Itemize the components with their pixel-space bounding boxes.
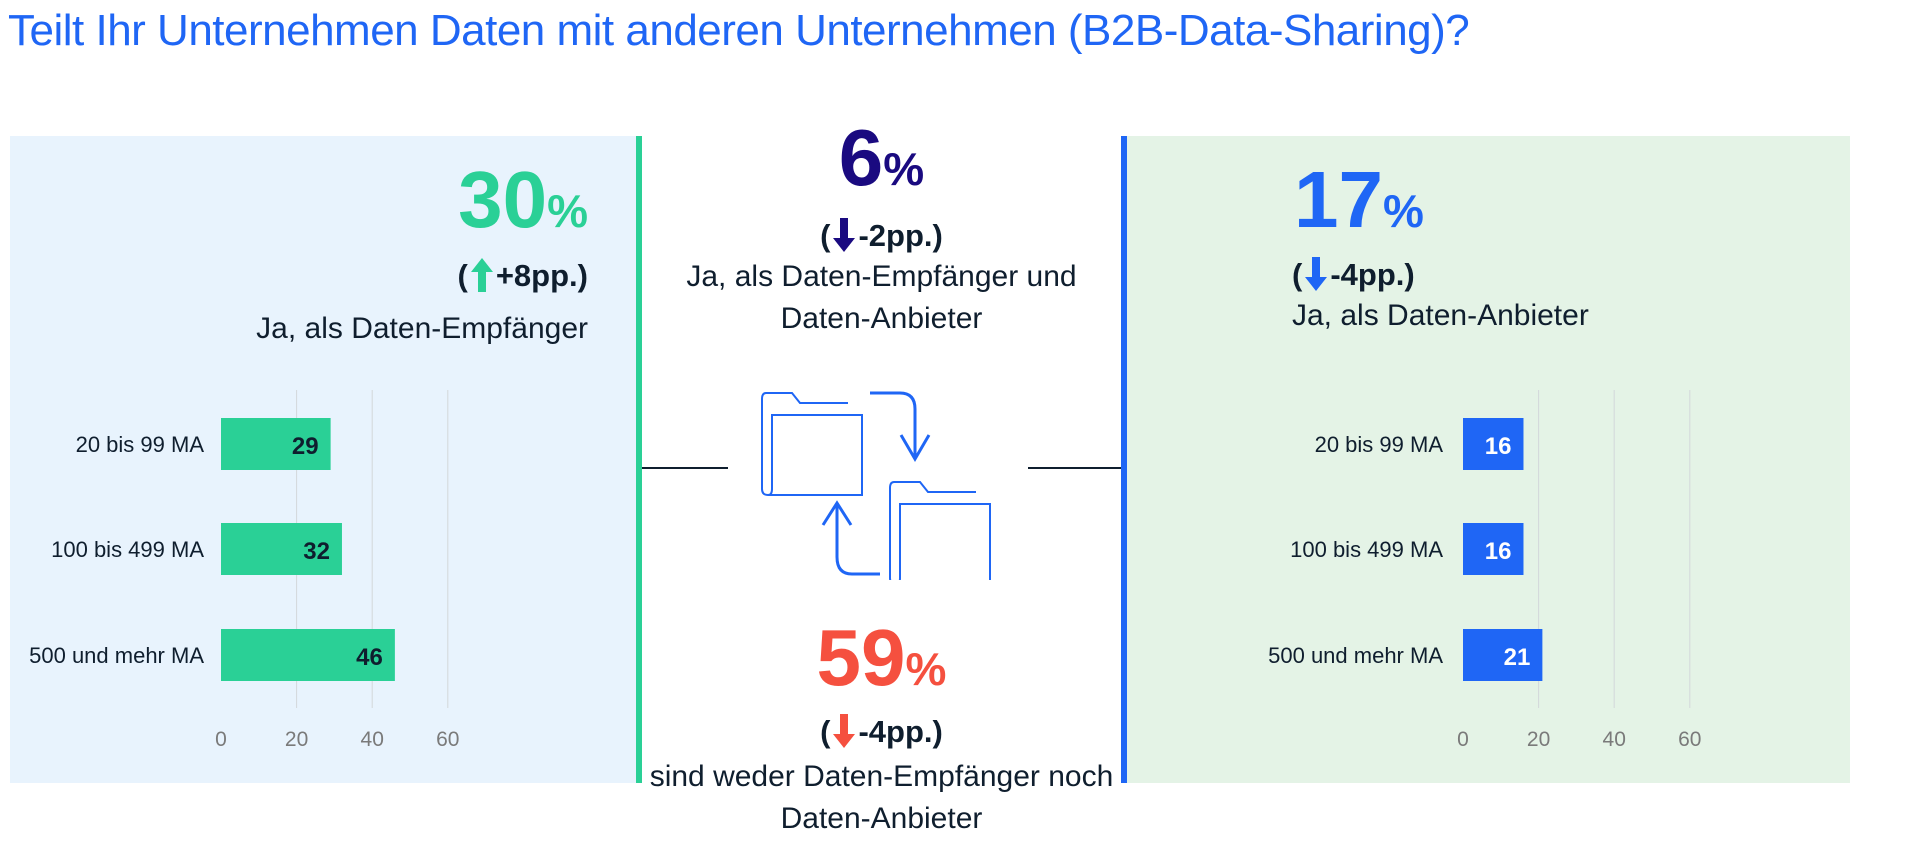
provider-percentage: 17% — [1294, 160, 1424, 240]
both-value: 6 — [838, 113, 884, 202]
category-label: 100 bis 499 MA — [1290, 537, 1443, 562]
percent-sign: % — [905, 643, 947, 695]
both-delta: (-2pp.) — [820, 218, 943, 253]
arrow-down-icon — [1305, 257, 1328, 291]
bar-value-label: 16 — [1485, 433, 1512, 460]
neither-description: sind weder Daten-Empfänger noch Daten-An… — [642, 756, 1121, 840]
bar — [1463, 523, 1524, 575]
arrow-down-icon — [833, 218, 856, 252]
recipient-bar-chart: 0 20 40 60 20 bis 99 MA 29 100 bis 499 MA 32 500… — [29, 390, 459, 751]
percent-sign: % — [883, 143, 925, 195]
provider-description: Ja, als Daten-Anbieter — [1292, 299, 1589, 332]
bar-value-label: 29 — [292, 433, 319, 460]
neither-description-line1: sind weder Daten-Empfänger noch — [649, 760, 1114, 793]
folder-icon — [761, 392, 863, 497]
bar — [1463, 418, 1524, 470]
bar-value-label: 32 — [303, 538, 330, 565]
arrow-right-down-icon — [870, 391, 931, 462]
both-delta-value: -2pp. — [858, 218, 933, 253]
provider-divider — [1121, 136, 1127, 783]
bar — [221, 629, 395, 681]
bar — [221, 418, 331, 470]
x-tick-label: 0 — [215, 728, 227, 751]
x-tick-label: 40 — [361, 728, 384, 751]
x-tick-label: 20 — [1527, 728, 1550, 751]
arrow-down-icon — [833, 714, 856, 748]
category-label: 20 bis 99 MA — [1315, 432, 1444, 457]
neither-description-line2: Daten-Anbieter — [780, 802, 983, 835]
x-tick-label: 60 — [436, 728, 459, 751]
bar-value-label: 21 — [1504, 644, 1531, 671]
connector-line-left — [642, 467, 728, 469]
both-description: Ja, als Daten-Empfänger und Daten-Anbiet… — [642, 256, 1121, 340]
category-label: 500 und mehr MA — [1268, 643, 1443, 668]
recipient-description: Ja, als Daten-Empfänger — [256, 312, 588, 345]
bar — [221, 523, 342, 575]
provider-delta: (-4pp.) — [1292, 257, 1415, 292]
recipient-percentage: 30% — [458, 160, 588, 240]
both-percentage: 6% — [642, 118, 1121, 198]
neither-percentage: 59% — [642, 618, 1121, 698]
x-tick-label: 20 — [285, 728, 308, 751]
bar — [1463, 629, 1543, 681]
category-label: 20 bis 99 MA — [76, 432, 205, 457]
page-title: Teilt Ihr Unternehmen Daten mit anderen … — [8, 6, 1470, 55]
x-tick-label: 60 — [1678, 728, 1701, 751]
bar-value-label: 46 — [356, 644, 383, 671]
category-label: 100 bis 499 MA — [51, 537, 204, 562]
percent-sign: % — [1382, 185, 1424, 237]
recipient-value: 30 — [458, 155, 548, 244]
bar-value-label: 16 — [1485, 538, 1512, 565]
percent-sign: % — [547, 185, 588, 237]
x-tick-label: 0 — [1457, 728, 1469, 751]
category-label: 500 und mehr MA — [29, 643, 204, 668]
arrow-left-up-icon — [821, 500, 880, 576]
recipient-delta: (+8pp.) — [457, 258, 588, 293]
neither-delta: (-4pp.) — [820, 714, 943, 749]
neither-value: 59 — [816, 613, 906, 702]
folder-icon — [889, 481, 991, 580]
provider-value: 17 — [1294, 155, 1383, 244]
both-description-line2: Daten-Anbieter — [780, 302, 983, 335]
connector-line-right — [1028, 467, 1121, 469]
neither-delta-value: -4pp. — [858, 714, 933, 749]
x-tick-label: 40 — [1603, 728, 1626, 751]
arrow-up-icon — [470, 258, 493, 292]
data-exchange-icon — [761, 391, 991, 580]
provider-delta-value: -4pp. — [1330, 257, 1405, 292]
both-description-line1: Ja, als Daten-Empfänger und — [686, 260, 1077, 293]
recipient-divider — [636, 136, 642, 783]
provider-bar-chart: 0 20 40 60 20 bis 99 MA 16 100 bis 499 MA 16 500… — [1268, 390, 1701, 751]
recipient-delta-value: +8pp. — [495, 258, 578, 293]
